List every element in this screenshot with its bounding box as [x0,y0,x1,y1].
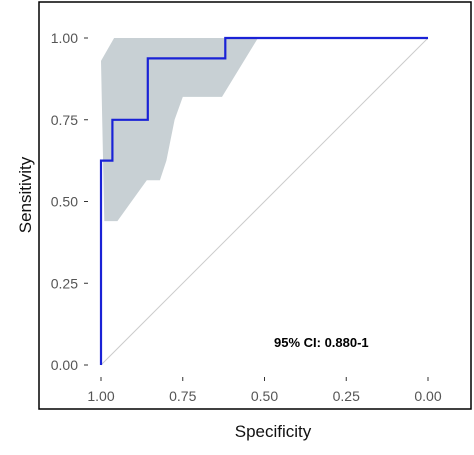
y-tick-label: 0.25 [51,275,78,291]
x-tick-label: 0.00 [414,388,441,404]
reference-line-layer [100,37,429,366]
confidence-band-layer [101,38,258,222]
plot-frame [38,1,472,410]
x-tick-label: 0.75 [169,388,196,404]
ci-band [101,38,258,222]
reference-diagonal [100,37,429,366]
series-layer [99,36,428,365]
x-axis-title: Specificity [235,422,312,441]
roc-curve-0 [99,36,428,365]
y-tick-label: 0.00 [51,357,78,373]
y-axis-title: Sensitivity [16,156,35,233]
x-tick-label: 1.00 [87,388,114,404]
ticks-layer: 1.00 0.75 0.50 0.25 0.00 0.00 0.25 0.50 0.75 1.00 [51,30,442,404]
y-tick-label: 1.00 [51,30,78,46]
y-tick-label: 0.50 [51,194,78,210]
x-tick-label: 0.25 [333,388,360,404]
x-tick-label: 0.50 [251,388,278,404]
y-tick-label: 0.75 [51,112,78,128]
ci-annotation: 95% CI: 0.880-1 [274,335,369,350]
